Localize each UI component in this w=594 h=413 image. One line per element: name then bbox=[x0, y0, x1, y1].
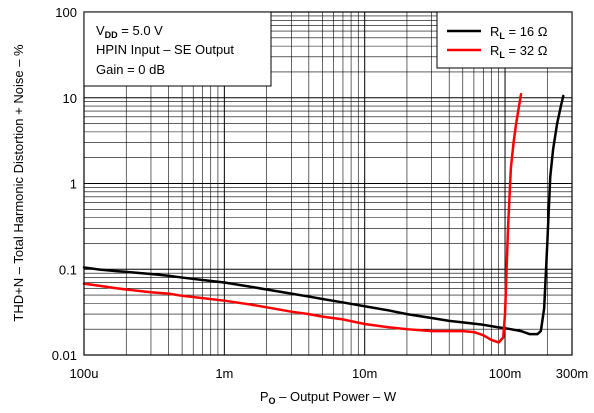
legend-box bbox=[436, 11, 573, 69]
plot-frame bbox=[83, 11, 573, 356]
annotation-box bbox=[83, 11, 272, 87]
y-tick-label: 1 bbox=[70, 177, 77, 192]
legend-label-32-ohm: RL = 32 Ω bbox=[490, 43, 548, 60]
annotation-line-3: Gain = 0 dB bbox=[96, 62, 165, 77]
series-layer bbox=[82, 92, 565, 344]
y-tick-label: 0.01 bbox=[52, 348, 77, 363]
y-tick-labels: 0.01 0.1 1 10 100 bbox=[52, 5, 77, 363]
y-tick-label: 0.1 bbox=[59, 262, 77, 277]
series-line-16-ohm bbox=[82, 94, 565, 336]
x-tick-label: 100m bbox=[489, 366, 522, 381]
series-line-32-ohm bbox=[82, 92, 523, 344]
y-tick-label: 10 bbox=[63, 91, 77, 106]
y-axis-title: THD+N – Total Harmonic Distortion + Nois… bbox=[11, 44, 26, 322]
x-tick-label: 10m bbox=[352, 366, 377, 381]
legend-label-16-ohm: RL = 16 Ω bbox=[490, 24, 548, 41]
x-tick-label: 1m bbox=[215, 366, 233, 381]
x-tick-label: 100u bbox=[70, 366, 99, 381]
conditions-annotation: VDD = 5.0 V HPIN Input – SE Output Gain … bbox=[83, 11, 272, 87]
x-tick-labels: 100u 1m 10m 100m 300m bbox=[70, 366, 589, 381]
x-tick-label: 300m bbox=[556, 366, 589, 381]
x-axis-title: PO – Output Power – W bbox=[260, 389, 397, 406]
annotation-line-1: VDD = 5.0 V bbox=[96, 23, 163, 40]
y-tick-label: 100 bbox=[55, 5, 77, 20]
legend: RL = 16 Ω RL = 32 Ω bbox=[436, 11, 573, 69]
annotation-line-2: HPIN Input – SE Output bbox=[96, 42, 234, 57]
